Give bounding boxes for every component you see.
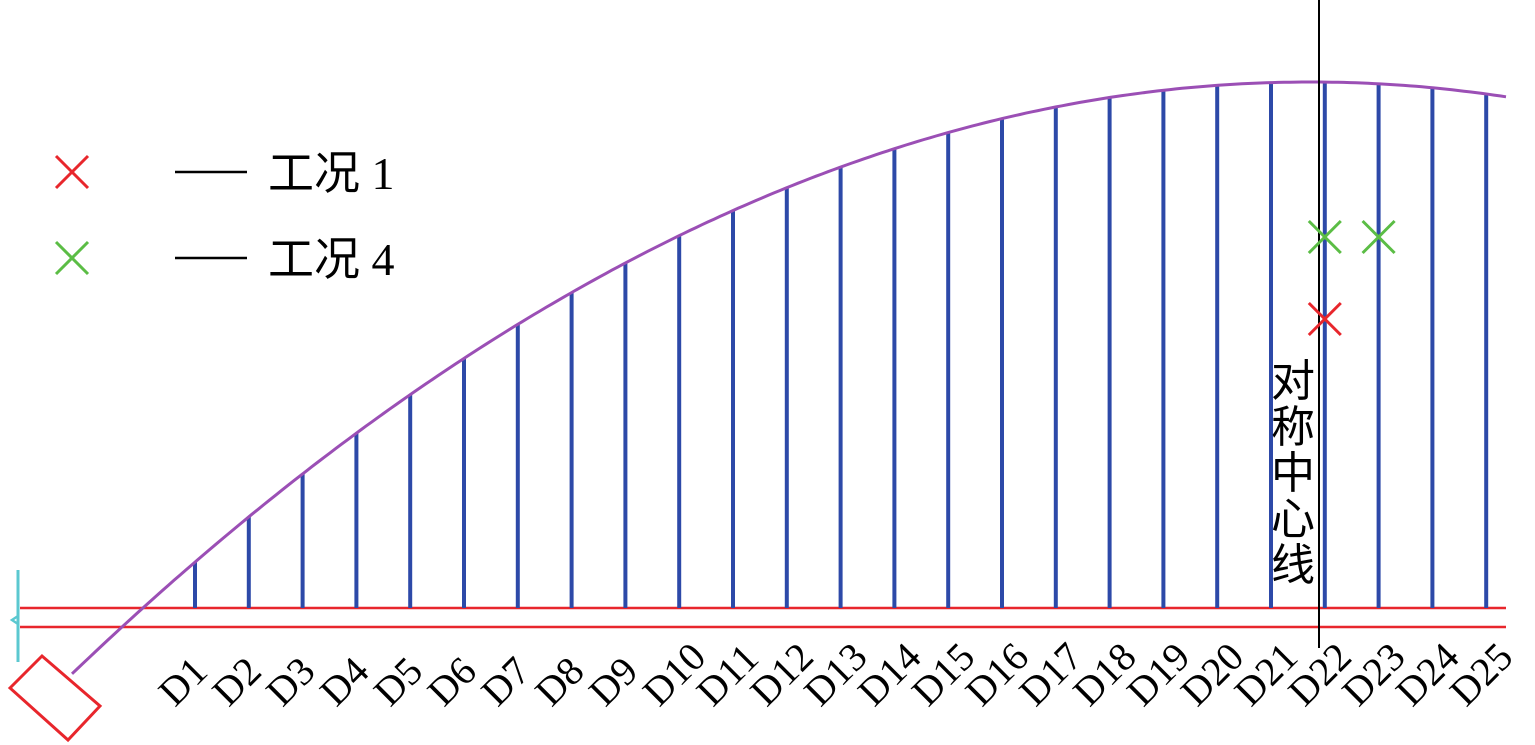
legend-item-case4: 工况 4 <box>54 234 395 285</box>
marker-case1-d22 <box>1307 301 1342 337</box>
centerline-char: 线 <box>1271 540 1315 591</box>
legend: 工况 1 工况 4 <box>54 148 395 285</box>
marker-case4-d22 <box>1307 219 1342 255</box>
marker-case4-d23 <box>1361 219 1396 255</box>
bearing-mark <box>9 570 20 662</box>
arch-rib <box>70 80 1507 675</box>
hanger-labels: D1D2D3D4D5D6D7D8D9D10D11D12D13D14D15D16D… <box>150 634 1522 715</box>
hangers <box>193 82 1489 608</box>
centerline-char: 心 <box>1271 494 1315 545</box>
legend-label-case1: 工况 1 <box>268 148 395 199</box>
legend-label-case4: 工况 4 <box>268 234 395 285</box>
hanger-label-d25: D25 <box>1441 634 1522 715</box>
load-markers <box>1307 219 1396 337</box>
centerline-char: 称 <box>1271 402 1315 453</box>
support-footing <box>7 653 103 743</box>
legend-marker-case1 <box>54 154 90 190</box>
legend-marker-case4 <box>54 240 90 276</box>
centerline-char: 中 <box>1271 448 1315 499</box>
centerline-char: 对 <box>1271 356 1315 407</box>
legend-item-case1: 工况 1 <box>54 148 395 199</box>
